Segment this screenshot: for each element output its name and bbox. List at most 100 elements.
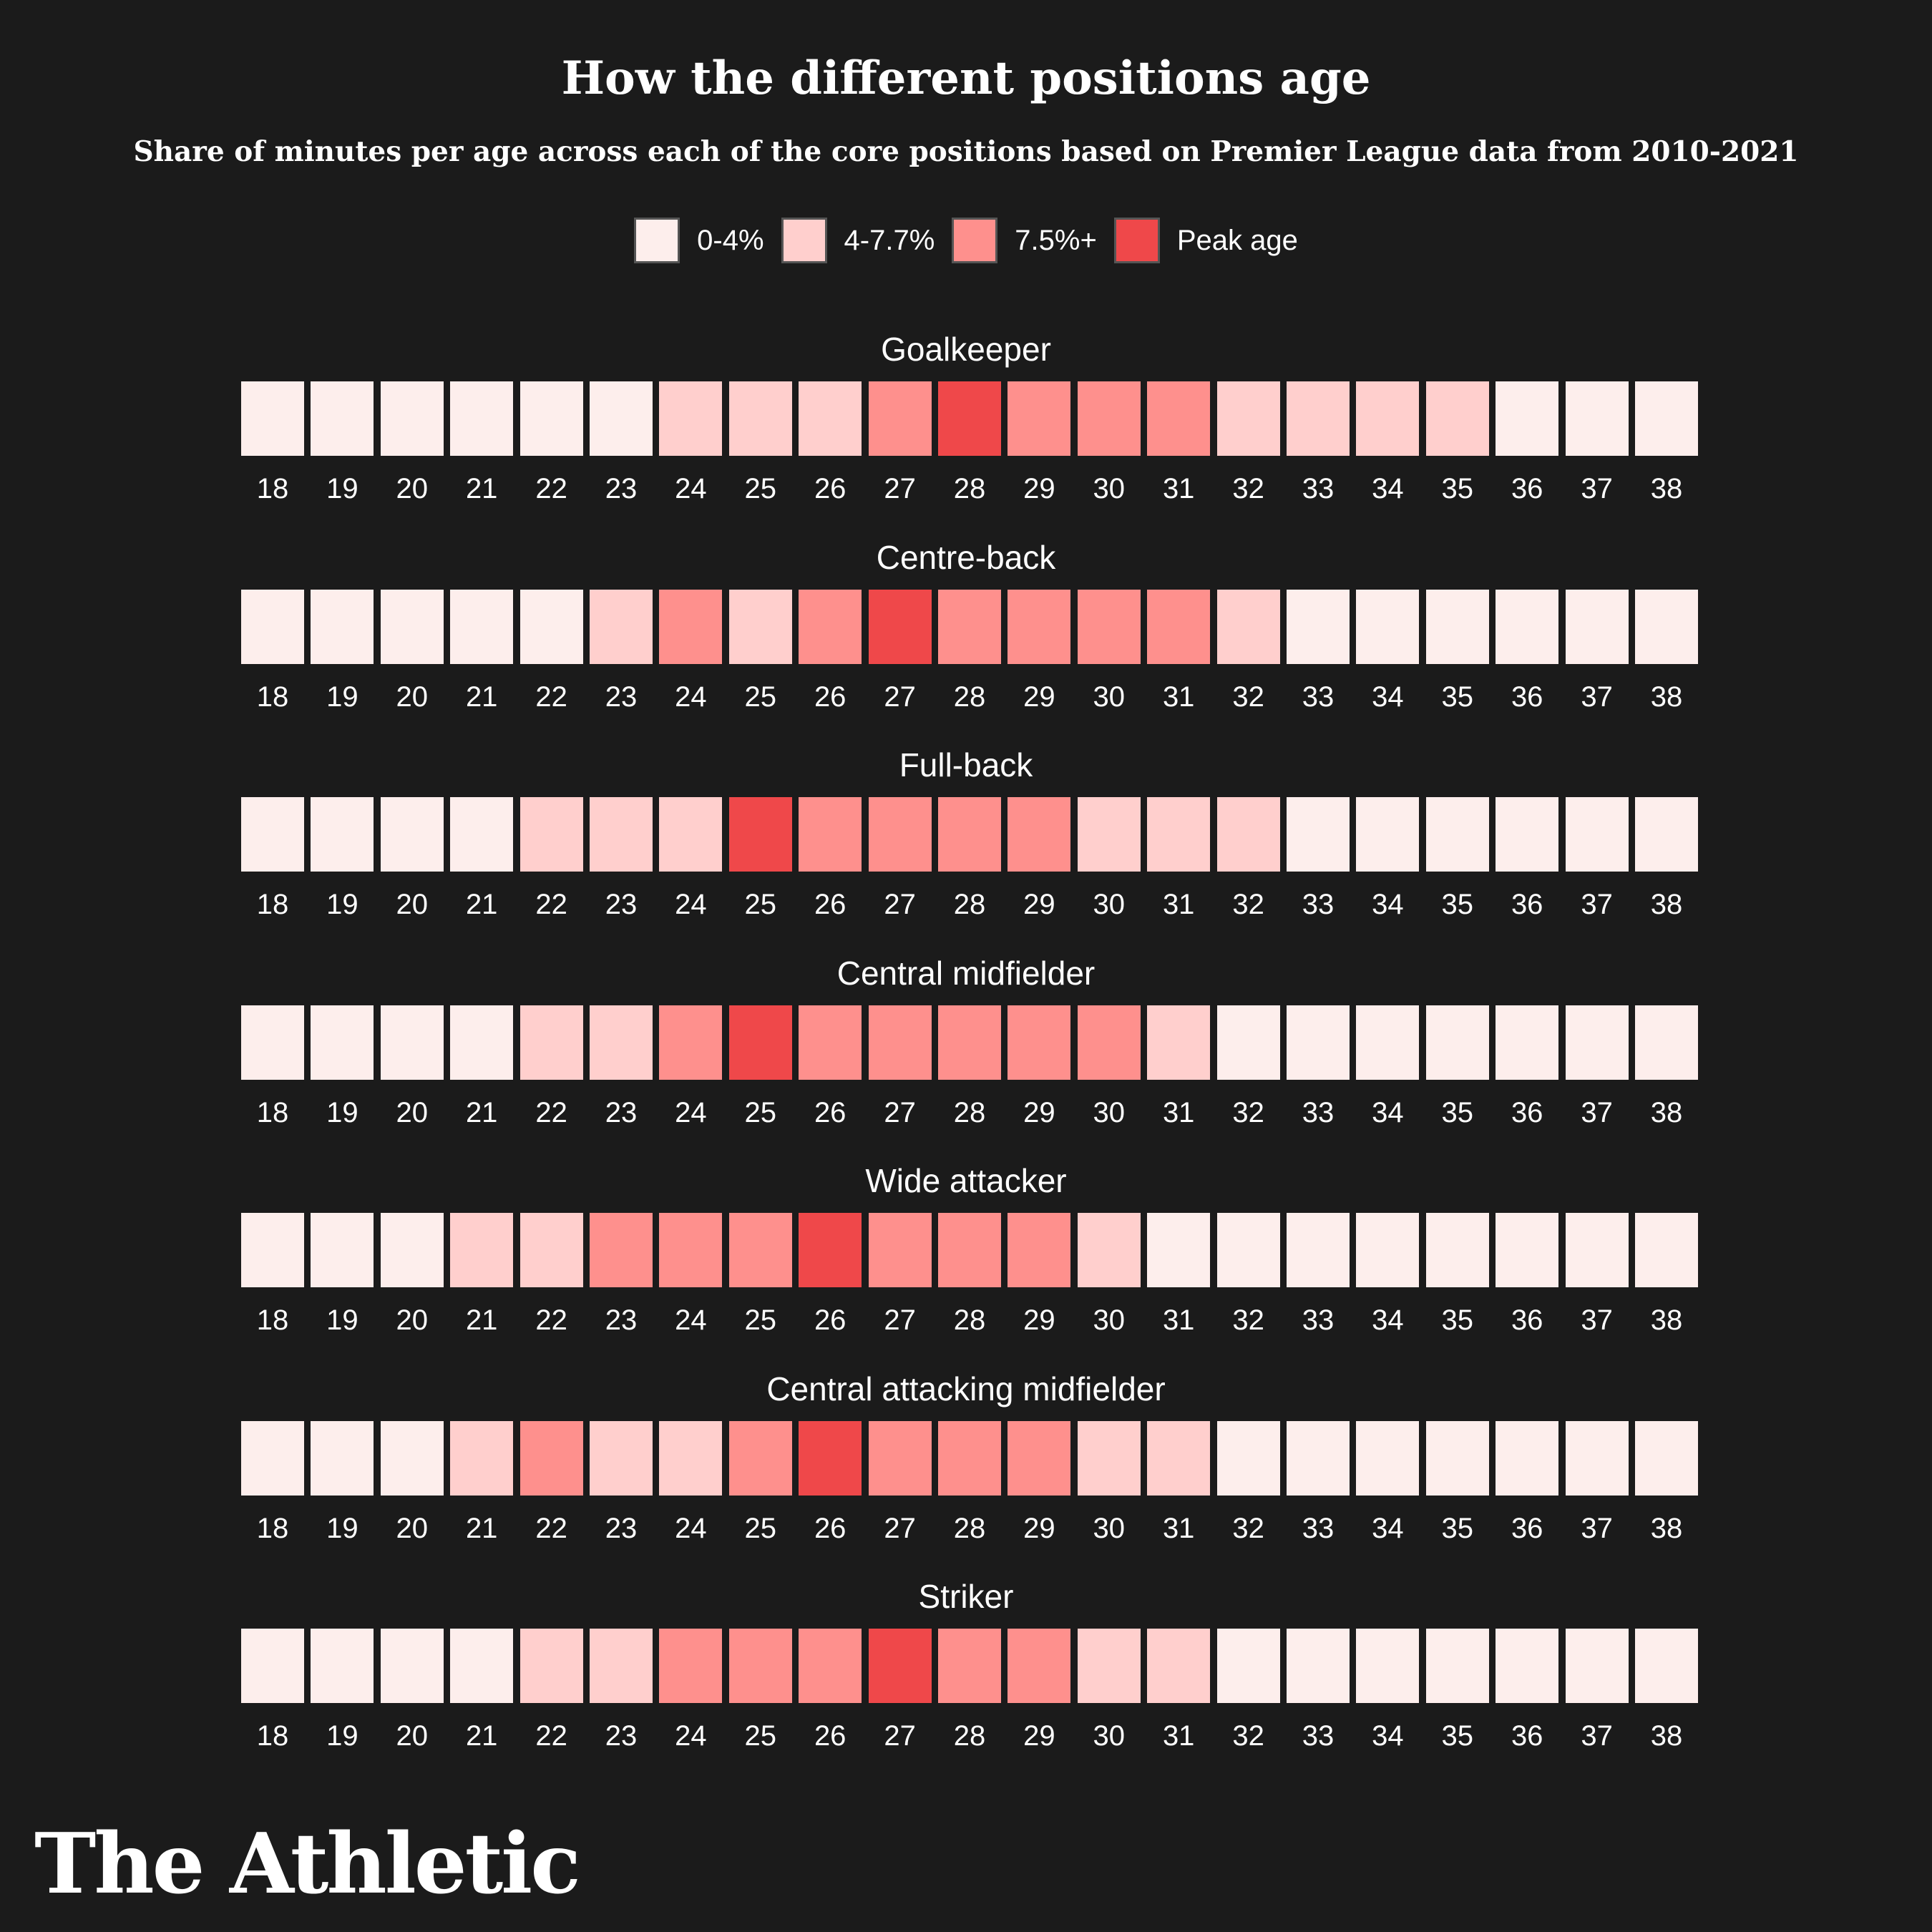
age-label-striker-34: 34 — [1372, 1720, 1404, 1752]
heat-cell-central-attacking-midfielder-30 — [1077, 1420, 1141, 1496]
heat-cell-striker-38 — [1635, 1629, 1698, 1703]
heat-cell-full-back-38 — [1635, 797, 1698, 872]
heat-cell-full-back-20 — [380, 797, 444, 872]
age-label-full-back-36: 36 — [1511, 889, 1543, 920]
age-label-goalkeeper-38: 38 — [1650, 473, 1683, 504]
heat-cell-central-midfielder-26 — [799, 1005, 862, 1080]
heat-cell-full-back-28 — [938, 797, 1001, 872]
heat-cell-goalkeeper-24 — [659, 381, 723, 456]
heat-cell-full-back-25 — [728, 797, 792, 872]
age-label-striker-20: 20 — [396, 1720, 429, 1752]
age-label-striker-37: 37 — [1581, 1720, 1613, 1752]
heat-cell-central-attacking-midfielder-37 — [1565, 1420, 1629, 1496]
heat-cell-full-back-21 — [450, 797, 514, 872]
heat-cell-goalkeeper-34 — [1356, 381, 1420, 456]
heat-cell-centre-back-29 — [1008, 589, 1071, 664]
age-label-central-midfielder-28: 28 — [953, 1096, 986, 1128]
heat-cell-goalkeeper-30 — [1077, 381, 1141, 456]
age-label-full-back-18: 18 — [256, 889, 289, 920]
heat-cell-centre-back-34 — [1356, 589, 1420, 664]
age-label-centre-back-37: 37 — [1581, 680, 1613, 713]
heat-cell-central-attacking-midfielder-26 — [799, 1420, 862, 1496]
heat-cell-wide-attacker-36 — [1496, 1213, 1559, 1287]
age-label-wide-attacker-32: 32 — [1232, 1304, 1264, 1336]
age-label-centre-back-30: 30 — [1093, 680, 1126, 713]
heat-cell-central-midfielder-22 — [519, 1005, 583, 1080]
heat-cell-striker-24 — [659, 1629, 723, 1703]
heat-cell-goalkeeper-37 — [1565, 381, 1629, 456]
age-label-centre-back-23: 23 — [605, 680, 638, 713]
heat-cell-striker-33 — [1287, 1629, 1350, 1703]
heat-cell-full-back-30 — [1077, 797, 1141, 872]
heat-cell-central-attacking-midfielder-31 — [1147, 1420, 1211, 1496]
heat-cell-wide-attacker-35 — [1425, 1213, 1489, 1287]
age-label-central-attacking-midfielder-21: 21 — [465, 1512, 498, 1544]
age-label-central-midfielder-24: 24 — [675, 1096, 707, 1128]
age-label-striker-29: 29 — [1023, 1720, 1055, 1752]
age-label-centre-back-20: 20 — [396, 680, 429, 713]
heat-cell-centre-back-20 — [380, 589, 444, 664]
age-label-central-attacking-midfielder-29: 29 — [1023, 1512, 1055, 1544]
heat-cell-central-midfielder-37 — [1565, 1005, 1629, 1080]
heat-cell-full-back-37 — [1565, 797, 1629, 872]
age-label-central-midfielder-34: 34 — [1372, 1096, 1404, 1128]
age-label-goalkeeper-29: 29 — [1023, 473, 1055, 504]
heat-cell-full-back-34 — [1356, 797, 1420, 872]
heat-cell-full-back-27 — [868, 797, 932, 872]
age-label-full-back-23: 23 — [605, 889, 638, 920]
heat-cell-centre-back-31 — [1147, 589, 1211, 664]
heat-cell-central-attacking-midfielder-29 — [1008, 1420, 1071, 1496]
legend-swatch-mid — [781, 218, 827, 263]
heat-cell-central-attacking-midfielder-23 — [590, 1420, 653, 1496]
heat-cell-goalkeeper-25 — [728, 381, 792, 456]
row-title-central-attacking-midfielder: Central attacking midfielder — [766, 1370, 1166, 1407]
heat-cell-central-attacking-midfielder-21 — [450, 1420, 514, 1496]
age-label-wide-attacker-23: 23 — [605, 1304, 638, 1336]
age-label-goalkeeper-23: 23 — [605, 473, 638, 504]
heat-cell-central-attacking-midfielder-33 — [1287, 1420, 1350, 1496]
age-label-wide-attacker-33: 33 — [1302, 1304, 1335, 1336]
age-label-centre-back-28: 28 — [953, 680, 986, 713]
age-label-striker-30: 30 — [1093, 1720, 1126, 1752]
age-label-central-midfielder-26: 26 — [814, 1096, 847, 1128]
heat-cell-full-back-19 — [311, 797, 374, 872]
heat-cell-central-midfielder-25 — [728, 1005, 792, 1080]
heat-cell-goalkeeper-23 — [590, 381, 653, 456]
heat-cell-goalkeeper-32 — [1216, 381, 1280, 456]
age-label-full-back-30: 30 — [1093, 889, 1126, 920]
age-label-wide-attacker-34: 34 — [1372, 1304, 1404, 1336]
heat-cell-centre-back-38 — [1635, 589, 1698, 664]
row-title-central-midfielder: Central midfielder — [836, 954, 1096, 992]
age-label-central-midfielder-33: 33 — [1302, 1096, 1335, 1128]
heat-cell-central-midfielder-32 — [1216, 1005, 1280, 1080]
heat-cell-central-midfielder-21 — [450, 1005, 514, 1080]
brand-logo: The Athletic — [34, 1815, 581, 1913]
heat-cell-wide-attacker-34 — [1356, 1213, 1420, 1287]
heat-cell-centre-back-22 — [519, 589, 583, 664]
heat-cell-central-attacking-midfielder-22 — [519, 1420, 583, 1496]
heat-cell-striker-26 — [799, 1629, 862, 1703]
heat-cell-goalkeeper-36 — [1496, 381, 1559, 456]
age-label-centre-back-36: 36 — [1511, 680, 1543, 713]
age-label-full-back-27: 27 — [884, 889, 916, 920]
age-label-striker-18: 18 — [256, 1720, 289, 1752]
heat-cell-central-attacking-midfielder-25 — [728, 1420, 792, 1496]
age-label-full-back-26: 26 — [814, 889, 847, 920]
heat-cell-central-attacking-midfielder-36 — [1496, 1420, 1559, 1496]
chart-subtitle: Share of minutes per age across each of … — [133, 135, 1799, 168]
heat-cell-goalkeeper-19 — [311, 381, 374, 456]
age-label-central-midfielder-30: 30 — [1093, 1096, 1126, 1128]
heat-cell-central-midfielder-38 — [1635, 1005, 1698, 1080]
age-label-wide-attacker-20: 20 — [396, 1304, 429, 1336]
heat-cell-wide-attacker-26 — [799, 1213, 862, 1287]
age-label-striker-21: 21 — [465, 1720, 498, 1752]
row-title-wide-attacker: Wide attacker — [865, 1162, 1067, 1199]
heat-cell-striker-27 — [868, 1629, 932, 1703]
age-label-central-attacking-midfielder-28: 28 — [953, 1512, 986, 1544]
age-label-central-midfielder-18: 18 — [256, 1096, 289, 1128]
heat-cell-goalkeeper-35 — [1425, 381, 1489, 456]
heat-cell-wide-attacker-18 — [241, 1213, 304, 1287]
heat-cell-central-midfielder-23 — [590, 1005, 653, 1080]
heat-cell-wide-attacker-28 — [938, 1213, 1001, 1287]
heat-cell-goalkeeper-20 — [380, 381, 444, 456]
